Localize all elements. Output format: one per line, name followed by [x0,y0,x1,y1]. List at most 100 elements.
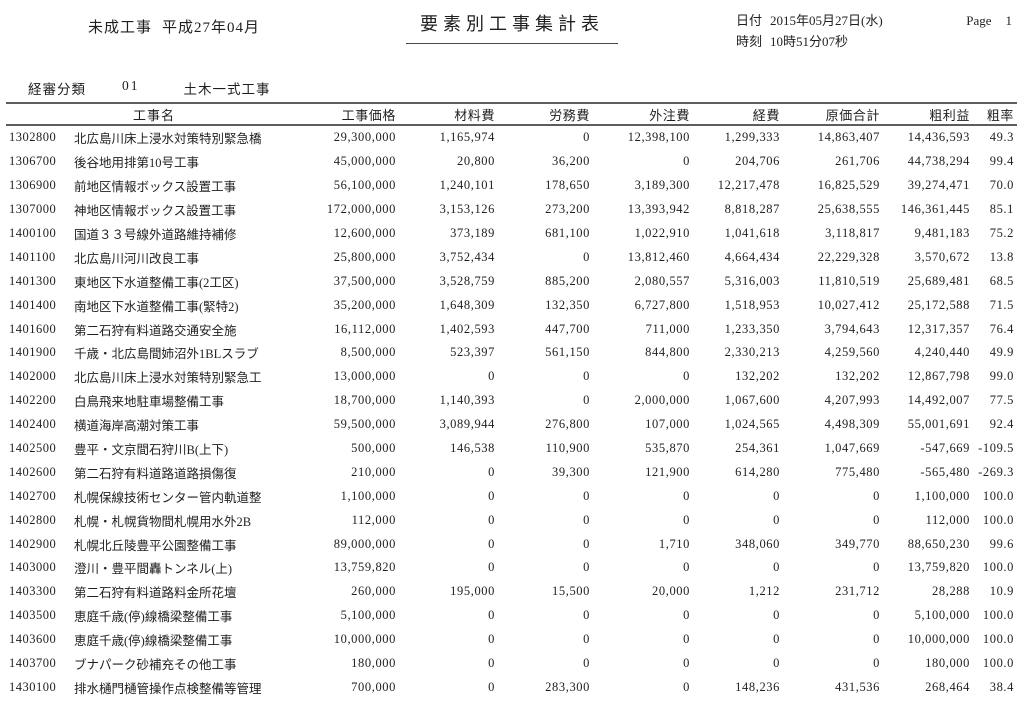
project-gross-rate: 92.4 [989,417,1014,432]
project-labor-cost: 0 [583,512,590,527]
table-row: 1430100 排水樋門樋管操作点検整備等管理 700,000 0 283,300 0 14… [6,675,1017,699]
project-gross-rate: -269.3 [978,464,1014,479]
table-row: 1401400 南地区下水道整備工事(緊特2) 35,200,000 1,648,30… [6,293,1017,317]
project-material-cost: 20,800 [457,154,495,169]
project-outsourcing-cost: 13,393,942 [627,202,690,217]
project-expense: 254,361 [735,441,780,456]
project-gross-profit: -547,669 [920,441,970,456]
project-expense: 0 [773,512,780,527]
project-expense: 148,236 [735,679,780,694]
project-code: 1403500 [9,608,57,623]
project-material-cost: 1,140,393 [439,393,495,408]
project-gross-profit: 14,492,007 [907,393,970,408]
project-expense: 4,664,434 [724,249,780,264]
project-expense: 8,818,287 [724,202,780,217]
table-row: 1402500 豊平・文京間石狩川B(上下) 500,000 146,538 110,9… [6,437,1017,461]
project-material-cost: 0 [488,632,495,647]
project-name: 恵庭千歳(停)線橋梁整備工事 [74,634,233,649]
project-labor-cost: 0 [583,560,590,575]
project-gross-profit: 146,361,445 [900,202,970,217]
project-labor-cost: 885,200 [545,273,590,288]
project-outsourcing-cost: 0 [683,369,690,384]
project-cost-total: 16,825,529 [817,178,880,193]
project-expense: 1,518,953 [724,297,780,312]
project-gross-profit: 12,317,357 [907,321,970,336]
project-name: 排水樋門樋管操作点検整備等管理 [74,681,262,696]
table-row: 1401300 東地区下水道整備工事(2工区) 37,500,000 3,528,75… [6,269,1017,293]
project-code: 1400100 [9,226,57,240]
project-gross-profit: 10,000,000 [907,632,970,647]
project-labor-cost: 0 [583,249,590,264]
project-gross-rate: 49.9 [989,345,1014,360]
project-outsourcing-cost: 0 [683,656,690,671]
table-row: 1307000 神地区情報ボックス設置工事 172,000,000 3,153,126… [6,198,1017,222]
project-expense: 1,041,618 [724,226,780,240]
table-row: 1403700 ブナパーク砂補充その他工事 180,000 0 0 0 0 0 180,000 1… [6,652,1017,676]
project-cost-total: 0 [873,488,880,503]
project-code: 1306900 [9,178,57,193]
project-name: 国道３３号線外道路維持補修 [74,228,237,242]
project-cost-total: 4,207,993 [824,393,880,408]
project-material-cost: 1,240,101 [439,178,495,193]
project-price: 5,100,000 [340,608,396,623]
summary-table: 工事名 工事価格 材料費 労務費 外注費 経費 原価合計 粗利益 粗率 1302… [6,102,1017,699]
project-expense: 1,212 [748,584,780,599]
project-material-cost: 3,153,126 [439,202,495,217]
project-name: 東地区下水道整備工事(2工区) [74,275,239,290]
project-labor-cost: 110,900 [545,441,590,456]
project-gross-rate: 13.8 [989,249,1014,264]
project-gross-profit: 5,100,000 [914,608,970,623]
project-code: 1402400 [9,417,57,432]
project-price: 112,000 [351,512,396,527]
project-expense: 1,024,565 [724,417,780,432]
project-name: ブナパーク砂補充その他工事 [74,658,237,673]
project-price: 35,200,000 [333,297,396,312]
project-name: 横道海岸高潮対策工事 [74,419,200,434]
classification-name: 土木一式工事 [183,82,271,97]
project-labor-cost: 0 [583,393,590,408]
project-outsourcing-cost: 121,900 [645,464,690,479]
project-outsourcing-cost: 0 [683,154,690,169]
project-gross-profit: 268,464 [925,679,970,694]
time-value: 10時51分07秒 [770,34,849,49]
project-name: 北広島川床上浸水対策特別緊急工 [74,371,262,386]
project-gross-profit: 112,000 [925,512,970,527]
project-expense: 12,217,478 [717,178,780,193]
column-header-cost-total: 原価合計 [825,107,880,123]
project-name: 北広島川河川改良工事 [74,251,200,266]
project-expense: 0 [773,608,780,623]
project-gross-profit: 13,759,820 [907,560,970,575]
project-material-cost: 0 [488,464,495,479]
project-name: 千歳・北広島間姉沼外1BLスラブ [74,347,259,362]
project-material-cost: 0 [488,560,495,575]
table-row: 1402800 札幌・札幌貨物間札幌用水外2B 112,000 0 0 0 0 0 112,00… [6,508,1017,532]
project-cost-total: 1,047,669 [824,441,880,456]
project-labor-cost: 132,350 [545,297,590,312]
project-name: 南地区下水道整備工事(緊特2) [74,299,239,314]
project-cost-total: 3,794,643 [824,321,880,336]
project-material-cost: 0 [488,679,495,694]
project-cost-total: 4,498,309 [824,417,880,432]
project-code: 1403700 [9,656,57,671]
classification-code: 01 [122,78,140,93]
project-labor-cost: 283,300 [545,679,590,694]
table-header-row: 工事名 工事価格 材料費 労務費 外注費 経費 原価合計 粗利益 粗率 [6,102,1017,126]
table-row: 1402600 第二石狩有料道路道路損傷復 210,000 0 39,300 121,90… [6,460,1017,484]
project-labor-cost: 0 [583,369,590,384]
project-name: 北広島川床上浸水対策特別緊急橋 [74,132,262,147]
project-cost-total: 231,712 [835,584,880,599]
page-indicator: Page 1 [966,10,1012,31]
project-code: 1401600 [9,321,57,336]
project-gross-rate: 100.0 [982,512,1014,527]
project-material-cost: 523,397 [450,345,495,360]
project-outsourcing-cost: 1,022,910 [634,226,690,240]
project-price: 59,500,000 [333,417,396,432]
project-material-cost: 0 [488,512,495,527]
project-price: 25,800,000 [333,249,396,264]
project-name: 札幌北丘陵豊平公園整備工事 [74,538,237,553]
project-name: 前地区情報ボックス設置工事 [74,180,237,195]
project-price: 500,000 [351,441,396,456]
project-gross-profit: 9,481,183 [914,226,970,240]
classification-row: 経審分類 01 土木一式工事 [28,78,1024,98]
project-name: 白鳥飛来地駐車場整備工事 [74,395,225,410]
